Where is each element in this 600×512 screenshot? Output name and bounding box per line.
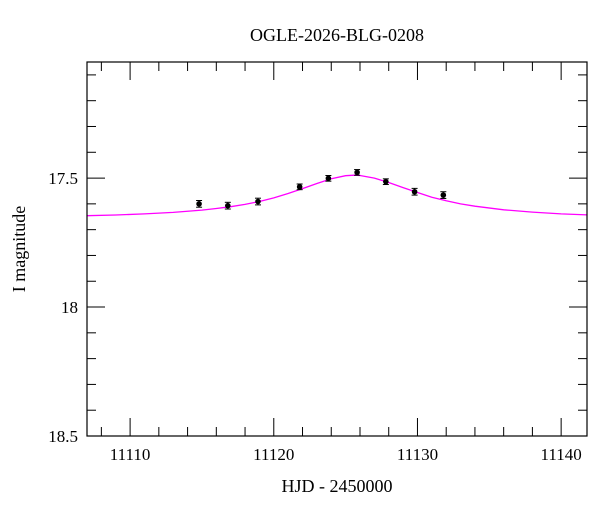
point-marker	[255, 198, 261, 205]
data-point	[224, 201, 231, 210]
chart-title: OGLE-2026-BLG-0208	[250, 25, 424, 45]
plot-frame	[86, 61, 588, 437]
y-axis-label: I magnitude	[9, 206, 29, 292]
x-tick-label: 11120	[253, 445, 294, 464]
data-point	[325, 174, 332, 182]
axis-ticks	[87, 62, 587, 437]
point-marker	[325, 175, 332, 182]
data-point	[411, 187, 418, 196]
y-tick-label: 18	[61, 298, 78, 317]
data-point	[440, 191, 447, 199]
point-marker	[411, 188, 418, 195]
y-tick-label: 18.5	[48, 427, 78, 446]
point-marker	[196, 201, 202, 207]
data-point	[196, 200, 203, 208]
point-marker	[296, 184, 303, 190]
data-points-group	[196, 169, 447, 210]
x-tick-label: 11130	[397, 445, 438, 464]
point-marker	[225, 202, 231, 209]
x-axis-label: HJD - 2450000	[282, 476, 393, 496]
tick-labels: 11110 11120 11130 11140 17.5 18 18.5	[48, 169, 582, 464]
data-point	[296, 183, 303, 191]
point-marker	[383, 178, 389, 185]
data-point	[254, 197, 261, 206]
data-point	[354, 169, 361, 176]
point-marker	[440, 192, 447, 198]
x-tick-label: 11110	[110, 445, 151, 464]
data-point	[382, 178, 389, 186]
model-curve-group	[87, 174, 587, 217]
x-tick-label: 11140	[541, 445, 582, 464]
point-marker	[354, 169, 360, 176]
y-tick-label: 17.5	[48, 169, 78, 188]
model-curve	[87, 174, 587, 217]
